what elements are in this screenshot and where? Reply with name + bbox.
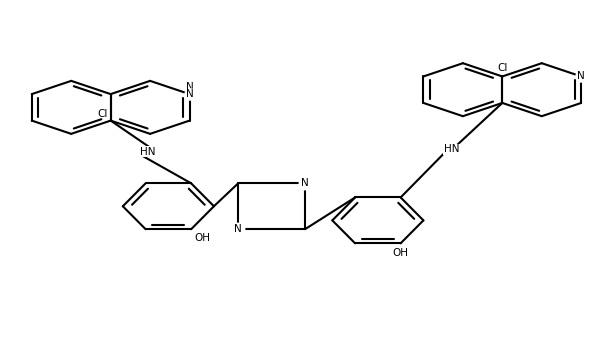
Text: OH: OH [194,233,210,243]
Text: N: N [234,224,242,234]
Text: HN: HN [140,147,156,157]
Text: HN: HN [443,145,459,155]
Text: OH: OH [393,247,409,258]
Text: N: N [301,178,309,188]
Text: N: N [577,72,585,82]
Text: Cl: Cl [97,109,107,119]
Text: N: N [185,89,193,99]
Text: Cl: Cl [497,63,508,73]
Text: N: N [185,82,193,92]
